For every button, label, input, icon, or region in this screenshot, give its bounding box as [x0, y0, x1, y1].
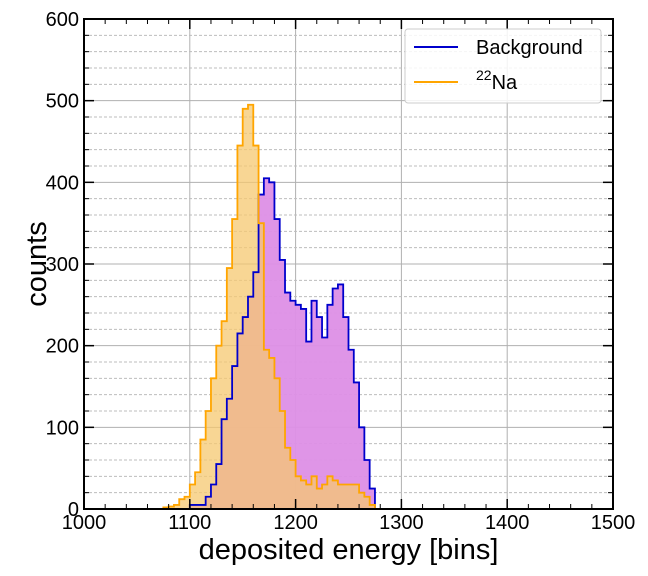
histogram-fill-background	[158, 178, 381, 509]
x-axis-label: deposited energy [bins]	[199, 534, 499, 566]
histogram-fills	[158, 104, 381, 509]
y-axis-label: counts	[21, 221, 53, 306]
y-tick-labels: 0 100 200 300 400 500 600	[46, 9, 79, 521]
x-tick-label: 1000	[62, 512, 107, 534]
y-tick-label: 200	[46, 336, 79, 358]
x-tick-label: 1200	[273, 512, 318, 534]
histogram-outline-na22	[158, 103, 381, 510]
y-tick-label: 600	[46, 9, 79, 31]
y-tick-label: 400	[46, 172, 79, 194]
y-tick-label: 300	[46, 254, 79, 276]
x-tick-label: 1500	[591, 512, 636, 534]
legend-label-na22-text: Na	[492, 72, 518, 94]
y-tick-label: 0	[68, 499, 79, 521]
axis-ticks	[83, 18, 614, 510]
legend-label-background: Background	[476, 37, 583, 59]
x-tick-labels: 1000 1100 1200 1300 1400 1500	[62, 512, 636, 534]
x-tick-label: 1400	[485, 512, 530, 534]
histogram-outline-background	[158, 177, 381, 510]
x-tick-label: 1100	[168, 512, 211, 534]
x-tick-label: 1300	[379, 512, 424, 534]
histogram-fill-na22	[158, 104, 381, 509]
histogram-outlines	[158, 103, 381, 510]
y-tick-label: 100	[46, 417, 79, 439]
y-tick-label: 500	[46, 91, 79, 113]
legend-label-na22-superscript: 22	[476, 67, 492, 83]
legend: Background 22Na	[404, 28, 602, 104]
legend-label-na22: 22Na	[476, 67, 518, 94]
